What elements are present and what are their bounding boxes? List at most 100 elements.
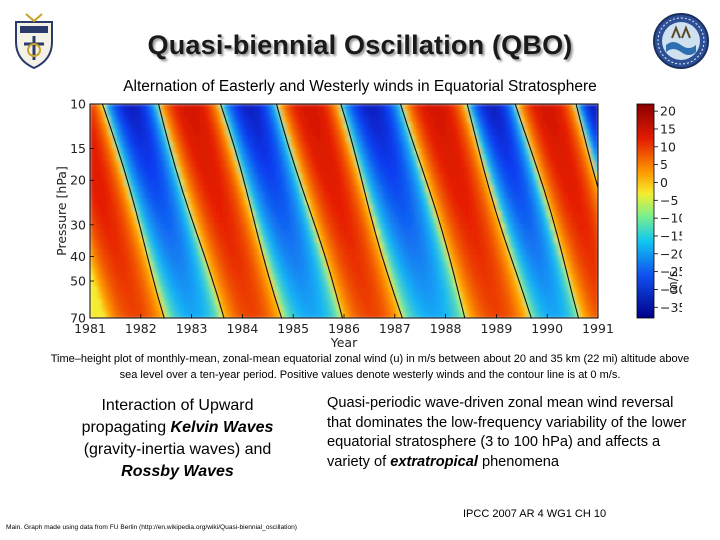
heatmap-cell	[539, 305, 544, 313]
heatmap-cell	[164, 122, 169, 130]
heatmap-cell	[558, 255, 564, 262]
heatmap-cell	[101, 135, 107, 143]
heatmap-cell	[269, 305, 275, 313]
heatmap-cell	[402, 299, 408, 307]
heatmap-cell	[379, 236, 384, 244]
heatmap-cell	[265, 248, 271, 256]
heatmap-cell	[144, 255, 150, 262]
heatmap-cell	[211, 261, 216, 269]
heatmap-cell	[234, 267, 240, 275]
heatmap-cell	[484, 129, 490, 137]
heatmap-cell	[215, 217, 220, 225]
heatmap-cell	[535, 299, 540, 307]
heatmap-cell	[433, 299, 439, 307]
heatmap-cell	[527, 255, 533, 262]
heatmap-cell	[183, 166, 189, 174]
heatmap-cell	[519, 273, 525, 281]
heatmap-cell	[543, 110, 548, 118]
heatmap-cell	[316, 116, 322, 124]
heatmap-cell	[164, 248, 169, 256]
heatmap-cell	[488, 242, 494, 250]
heatmap-cell	[312, 110, 318, 118]
heatmap-cell	[234, 122, 240, 130]
heatmap-cell	[594, 261, 598, 269]
heatmap-cell	[504, 273, 509, 281]
heatmap-cell	[488, 299, 494, 307]
heatmap-cell	[226, 311, 232, 318]
heatmap-cell	[297, 305, 302, 313]
heatmap-cell	[383, 229, 388, 237]
heatmap-cell	[132, 185, 138, 193]
heatmap-cell	[101, 110, 107, 118]
heatmap-cell	[101, 280, 107, 288]
heatmap-cell	[175, 273, 181, 281]
heatmap-cell	[480, 135, 486, 143]
heatmap-cell	[344, 192, 349, 200]
heatmap-cell	[293, 229, 298, 237]
heatmap-cell	[433, 273, 439, 281]
heatmap-cell	[234, 236, 240, 244]
heatmap-cell	[238, 204, 243, 212]
heatmap-cell	[320, 204, 326, 212]
heatmap-cell	[543, 122, 548, 130]
heatmap-cell	[93, 217, 99, 225]
heatmap-cell	[457, 116, 462, 124]
heatmap-cell	[289, 223, 294, 231]
heatmap-cell	[500, 166, 505, 174]
heatmap-cell	[551, 280, 556, 288]
x-axis-label: Year	[330, 335, 358, 350]
heatmap-cell	[484, 211, 490, 218]
heatmap-cell	[543, 104, 548, 111]
heatmap-cell	[195, 211, 201, 218]
heatmap-cell	[183, 280, 189, 288]
heatmap-cell	[433, 122, 439, 130]
heatmap-cell	[101, 185, 107, 193]
heatmap-cell	[508, 129, 513, 137]
heatmap-cell	[328, 273, 333, 281]
heatmap-cell	[250, 129, 255, 137]
heatmap-cell	[594, 286, 598, 294]
heatmap-cell	[551, 286, 556, 294]
heatmap-cell	[246, 292, 251, 300]
heatmap-cell	[582, 173, 587, 181]
x-tick-label: 1982	[125, 321, 157, 336]
heatmap-cell	[211, 122, 216, 130]
heatmap-cell	[508, 148, 513, 155]
heatmap-cell	[555, 141, 560, 149]
heatmap-cell	[437, 192, 443, 200]
heatmap-cell	[121, 204, 126, 212]
heatmap-cell	[551, 104, 556, 111]
heatmap-cell	[269, 242, 275, 250]
heatmap-cell	[347, 280, 353, 288]
heatmap-cell	[308, 236, 314, 244]
heatmap-cell	[359, 192, 365, 200]
heatmap-cell	[328, 135, 333, 143]
heatmap-cell	[129, 154, 134, 162]
heatmap-cell	[140, 179, 146, 187]
heatmap-cell	[144, 110, 150, 118]
heatmap-cell	[422, 305, 427, 313]
heatmap-cell	[406, 267, 412, 275]
heatmap-cell	[320, 273, 326, 281]
heatmap-cell	[172, 242, 177, 250]
heatmap-cell	[148, 255, 154, 262]
heatmap-cell	[160, 166, 165, 174]
heatmap-cell	[523, 280, 529, 288]
heatmap-cell	[449, 141, 455, 149]
heatmap-cell	[246, 179, 251, 187]
heatmap-cell	[367, 185, 372, 193]
heatmap-cell	[472, 211, 478, 218]
heatmap-cell	[363, 255, 369, 262]
heatmap-cell	[172, 198, 177, 206]
heatmap-cell	[187, 185, 193, 193]
heatmap-cell	[277, 160, 283, 168]
heatmap-cell	[457, 173, 462, 181]
heatmap-cell	[101, 248, 107, 256]
heatmap-cell	[574, 204, 580, 212]
heatmap-cell	[160, 135, 165, 143]
heatmap-cell	[211, 248, 216, 256]
heatmap-cell	[351, 166, 357, 174]
heatmap-cell	[422, 116, 427, 124]
heatmap-cell	[508, 223, 513, 231]
heatmap-cell	[535, 248, 540, 256]
